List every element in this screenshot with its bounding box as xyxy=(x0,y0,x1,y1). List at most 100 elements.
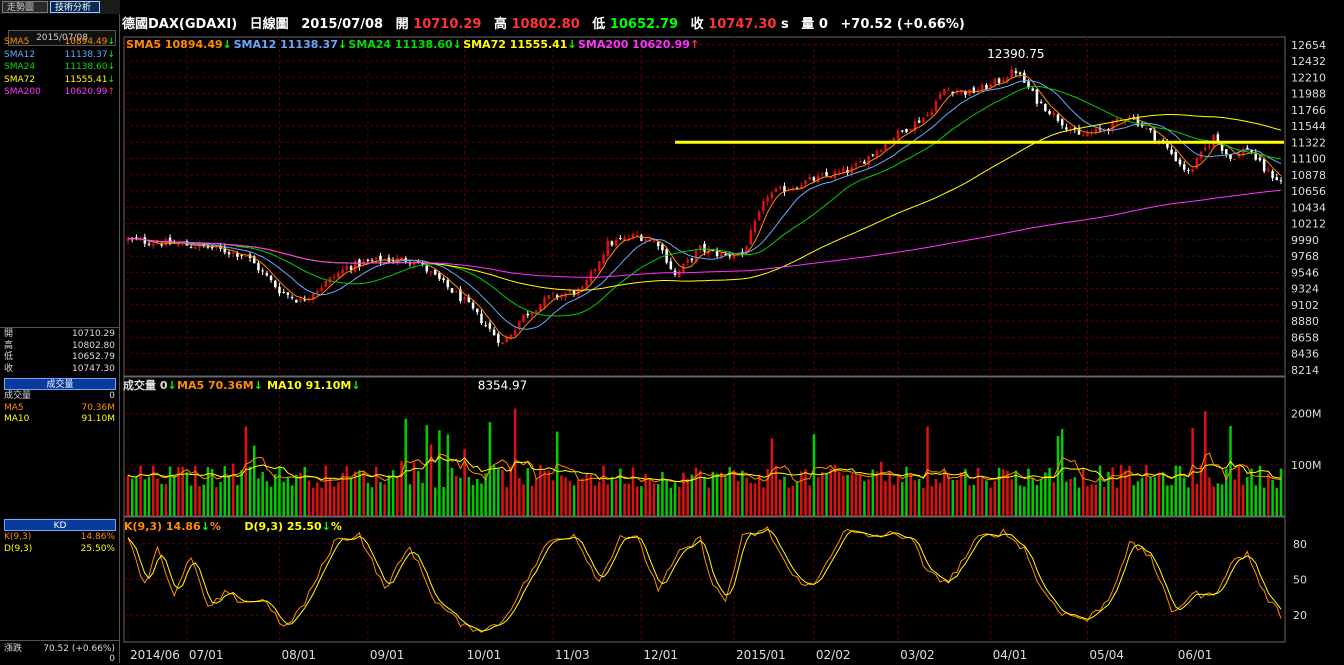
candle-body xyxy=(379,255,382,262)
candle-body xyxy=(442,278,445,281)
kd-tick-label: 80 xyxy=(1293,538,1307,551)
candle-body xyxy=(240,255,243,257)
volume-bar xyxy=(539,464,542,516)
ohlc-label: 高 xyxy=(4,340,14,351)
volume-bar xyxy=(518,477,521,516)
volume-value: 0 xyxy=(818,17,828,32)
candle-body xyxy=(863,161,866,164)
candle-body xyxy=(690,258,694,261)
candle-body xyxy=(295,299,298,303)
candle-body xyxy=(316,290,319,294)
volume-bar xyxy=(1166,485,1169,516)
volume-bar xyxy=(1216,483,1220,516)
volume-bar xyxy=(1195,483,1199,516)
sma12-line xyxy=(128,79,1282,330)
date-tick-label: 02/02 xyxy=(816,648,851,662)
volume-bar xyxy=(943,470,946,516)
volume-bar xyxy=(677,486,681,516)
volume-bar xyxy=(509,466,513,516)
candle-body xyxy=(770,192,774,199)
volume-bar xyxy=(227,475,231,516)
kd-panel-header[interactable]: KD xyxy=(4,519,116,531)
candle-body xyxy=(1170,149,1173,154)
volume-bar xyxy=(1044,472,1047,516)
volume-bar xyxy=(135,477,138,516)
candle-body xyxy=(753,220,757,232)
volume-bar xyxy=(774,466,778,516)
candle-body xyxy=(1149,128,1152,131)
date-tick-label: 06/01 xyxy=(1178,648,1213,662)
candle-body xyxy=(290,297,294,299)
volume-bar xyxy=(656,484,660,516)
ohlc-label: 收 xyxy=(4,363,14,374)
volume-bar xyxy=(665,479,668,516)
volume-bar xyxy=(332,486,336,516)
volume-bar xyxy=(568,481,572,516)
candle-body xyxy=(1081,135,1085,137)
volume-bar xyxy=(947,474,950,516)
candle-body xyxy=(476,308,479,313)
volume-bar xyxy=(879,461,883,516)
chart-grid xyxy=(123,36,1286,643)
ma-legend-item: SMA200 10620.99↑ xyxy=(578,38,699,51)
volume-bar xyxy=(223,466,227,516)
candle-body xyxy=(602,254,605,264)
candle-body xyxy=(1208,145,1211,148)
candle-body xyxy=(804,180,807,185)
bottom-value: 0 xyxy=(109,654,115,664)
volume-bar xyxy=(1094,484,1098,516)
change-value-header: +70.52 (+0.66%) xyxy=(840,17,965,32)
volume-bar xyxy=(1145,464,1148,516)
volume-bar xyxy=(800,471,803,516)
volume-bar xyxy=(1098,465,1102,516)
tab-trend-chart[interactable]: 走勢圖 xyxy=(2,1,48,13)
volume-bar xyxy=(555,431,559,516)
kd-value: 14.86% xyxy=(80,532,115,542)
volume-bar xyxy=(219,482,222,516)
volume-bar xyxy=(139,465,142,516)
candle-body xyxy=(665,249,668,263)
ma-legend-item: SMA72 11555.41↓ xyxy=(463,38,577,51)
volume-bar xyxy=(484,473,487,516)
volume-bar xyxy=(1073,477,1077,516)
price-tick-label: 10656 xyxy=(1291,185,1326,198)
volume-ma5-line xyxy=(127,452,1282,483)
tab-technical-analysis[interactable]: 技術分析 xyxy=(50,1,100,13)
volume-value: 0 xyxy=(109,391,115,401)
change-value: 70.52 (+0.66%) xyxy=(43,644,115,654)
volume-bar xyxy=(543,470,546,516)
volume-bar xyxy=(156,478,159,516)
volume-bar xyxy=(534,479,538,516)
candle-body xyxy=(547,295,551,299)
candle-body xyxy=(215,245,218,248)
open-label: 開 xyxy=(395,17,409,32)
kd-legend-item: D(9,3) 25.50↓% xyxy=(244,520,342,533)
chart-period[interactable]: 日線圖 xyxy=(249,17,289,32)
moving-average-lines xyxy=(128,74,1282,340)
volume-bar xyxy=(1128,465,1131,516)
candle-body xyxy=(1254,152,1258,160)
candle-body xyxy=(766,197,769,202)
volume-bar xyxy=(602,465,605,516)
volume-bar xyxy=(787,487,790,516)
candle-body xyxy=(299,299,302,302)
date-tick-label: 05/04 xyxy=(1089,648,1124,662)
volume-panel-header[interactable]: 成交量 xyxy=(4,378,116,390)
volume-bar xyxy=(922,487,925,516)
instrument-name: 德國DAX(GDAXI) xyxy=(122,17,238,32)
candle-body xyxy=(400,257,403,260)
ma-value: 11138.37↓ xyxy=(64,49,116,60)
volume-bar xyxy=(1119,465,1123,516)
candle-body xyxy=(619,238,622,240)
volume-bar xyxy=(164,484,168,516)
candle-body xyxy=(345,265,349,270)
arrow-down-icon: ↓ xyxy=(567,38,576,51)
volume-bar xyxy=(341,472,344,516)
candle-body xyxy=(181,242,184,245)
price-tick-label: 9768 xyxy=(1291,250,1319,263)
volume-bar xyxy=(240,470,243,516)
candle-body xyxy=(505,337,508,343)
volume-bar xyxy=(720,472,723,516)
volume-bar xyxy=(783,476,786,516)
